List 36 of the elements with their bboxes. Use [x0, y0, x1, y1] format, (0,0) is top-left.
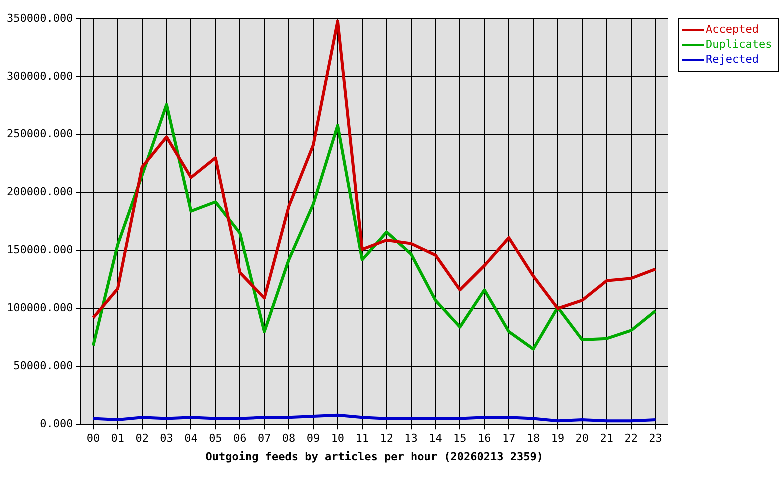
y-tick-label: 300000.000 — [6, 70, 74, 83]
x-tick-label: 22 — [624, 432, 638, 446]
x-tick-label: 01 — [111, 432, 125, 446]
y-tick-label: 100000.000 — [6, 302, 74, 315]
x-tick-label: 20 — [576, 432, 590, 446]
x-tick-label: 12 — [380, 432, 394, 446]
x-tick-label: 13 — [404, 432, 418, 446]
x-tick-label: 23 — [649, 432, 662, 446]
x-tick-label: 05 — [209, 432, 222, 446]
x-tick-label: 21 — [600, 432, 614, 446]
y-tick-label: 250000.000 — [6, 128, 74, 141]
x-tick-label: 09 — [306, 432, 320, 446]
x-tick-label: 08 — [282, 432, 296, 446]
legend-label: Duplicates — [706, 37, 772, 52]
x-tick-label: 19 — [551, 432, 565, 446]
x-tick-label: 03 — [160, 432, 174, 446]
y-tick-label: 150000.000 — [6, 244, 74, 257]
y-tick-label: 200000.000 — [6, 186, 74, 199]
y-tick-label: 50000.000 — [14, 360, 74, 373]
x-tick-label: 00 — [86, 432, 100, 446]
y-tick-label: 350000.000 — [6, 12, 74, 25]
x-axis-title: Outgoing feeds by articles per hour (20260213 2359) — [206, 450, 544, 464]
x-tick-label: 10 — [331, 432, 345, 446]
legend-label: Accepted — [706, 22, 759, 37]
y-tick-label: 0.000 — [40, 417, 74, 430]
x-tick-label: 14 — [429, 432, 443, 446]
x-tick-label: 07 — [258, 432, 272, 446]
x-tick-label: 02 — [136, 432, 149, 446]
legend-label: Rejected — [706, 52, 759, 67]
x-tick-label: 11 — [356, 432, 370, 446]
x-tick-label: 06 — [234, 432, 247, 446]
x-tick-label: 04 — [184, 432, 198, 446]
x-tick-label: 18 — [526, 432, 540, 446]
x-tick-label: 16 — [478, 432, 492, 446]
x-tick-label: 17 — [502, 432, 516, 446]
x-tick-label: 15 — [454, 432, 467, 446]
